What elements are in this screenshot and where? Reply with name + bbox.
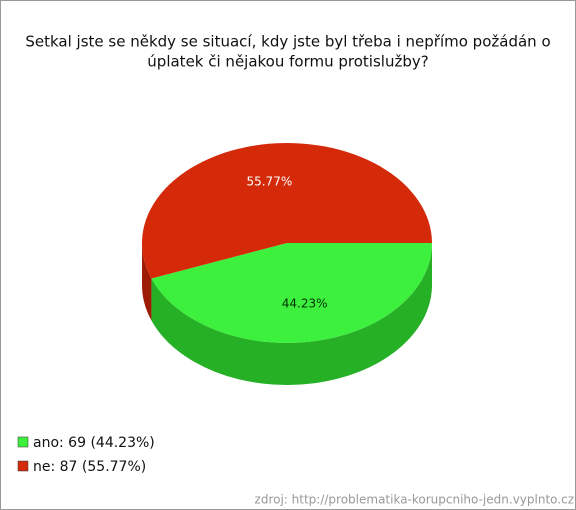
data-label: 55.77% [246,175,292,189]
source: zdroj: http://problematika-korupcniho-je… [255,493,574,507]
legend-swatch [17,460,29,472]
chart-title: Setkal jste se někdy se situací, kdy jst… [25,33,550,51]
slice [151,243,433,343]
legend-swatch [17,436,29,448]
slice-side [151,243,433,385]
data-label: 44.23% [282,296,328,310]
chart-title: úplatek či nějakou formu protislužby? [147,53,428,71]
legend-label: ano: 69 (44.23%) [33,435,155,451]
legend-label: ne: 87 (55.77%) [33,459,146,475]
slice-side [142,243,152,321]
slice [142,142,432,279]
